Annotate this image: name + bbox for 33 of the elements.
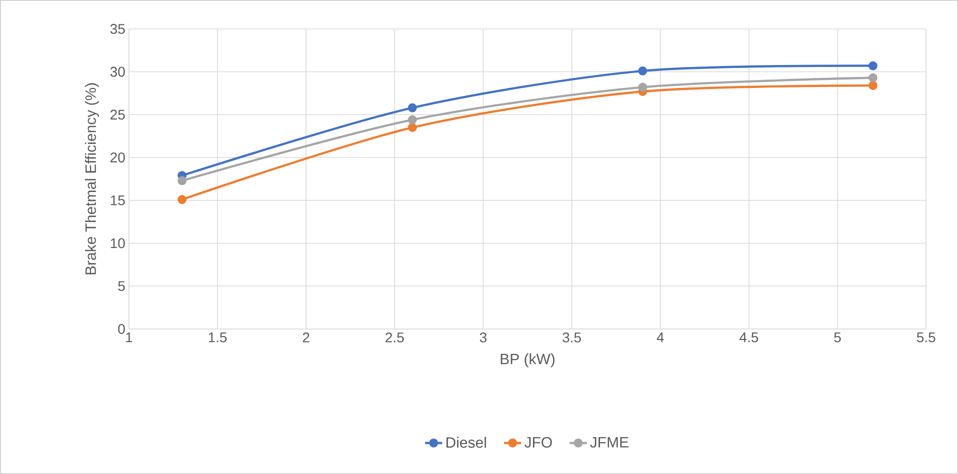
point bbox=[408, 103, 417, 112]
point bbox=[408, 115, 417, 124]
point bbox=[178, 176, 187, 186]
y-tick-label: 25 bbox=[110, 110, 125, 120]
point bbox=[638, 82, 648, 92]
x-tick-label: 4 bbox=[656, 332, 664, 342]
point bbox=[178, 195, 187, 204]
x-tick-label: 4.5 bbox=[740, 332, 758, 342]
y-tick-label: 30 bbox=[110, 66, 125, 77]
legend-label: Diesel bbox=[446, 436, 486, 448]
y-tick-label: 5 bbox=[118, 281, 125, 292]
x-tick-label: 5.5 bbox=[916, 332, 936, 342]
x-tick-label: 2 bbox=[302, 332, 310, 342]
x-axis-title: BP (kW) bbox=[500, 353, 554, 368]
point bbox=[868, 81, 878, 90]
point bbox=[868, 61, 878, 70]
legend-label: JFME bbox=[590, 437, 628, 448]
y-tick-label: 15 bbox=[110, 196, 125, 206]
point bbox=[868, 73, 878, 82]
legend-label: JFO bbox=[524, 437, 552, 448]
point bbox=[638, 66, 648, 76]
x-tick-label: 3 bbox=[480, 332, 487, 342]
x-tick-label: 3.5 bbox=[562, 332, 581, 342]
y-axis-title: Brake Thetmal Efficiency (%) bbox=[84, 83, 99, 274]
y-tick-label: 10 bbox=[110, 238, 125, 248]
x-tick-label: 1 bbox=[126, 332, 132, 342]
x-tick-label: 2.5 bbox=[386, 332, 404, 342]
x-tick-label: 5 bbox=[834, 332, 841, 342]
y-tick-label: 20 bbox=[110, 152, 125, 163]
y-tick-label: 35 bbox=[110, 24, 125, 34]
point bbox=[408, 123, 417, 132]
y-tick-label: 0 bbox=[118, 324, 125, 334]
x-tick-label: 1.5 bbox=[208, 332, 227, 342]
